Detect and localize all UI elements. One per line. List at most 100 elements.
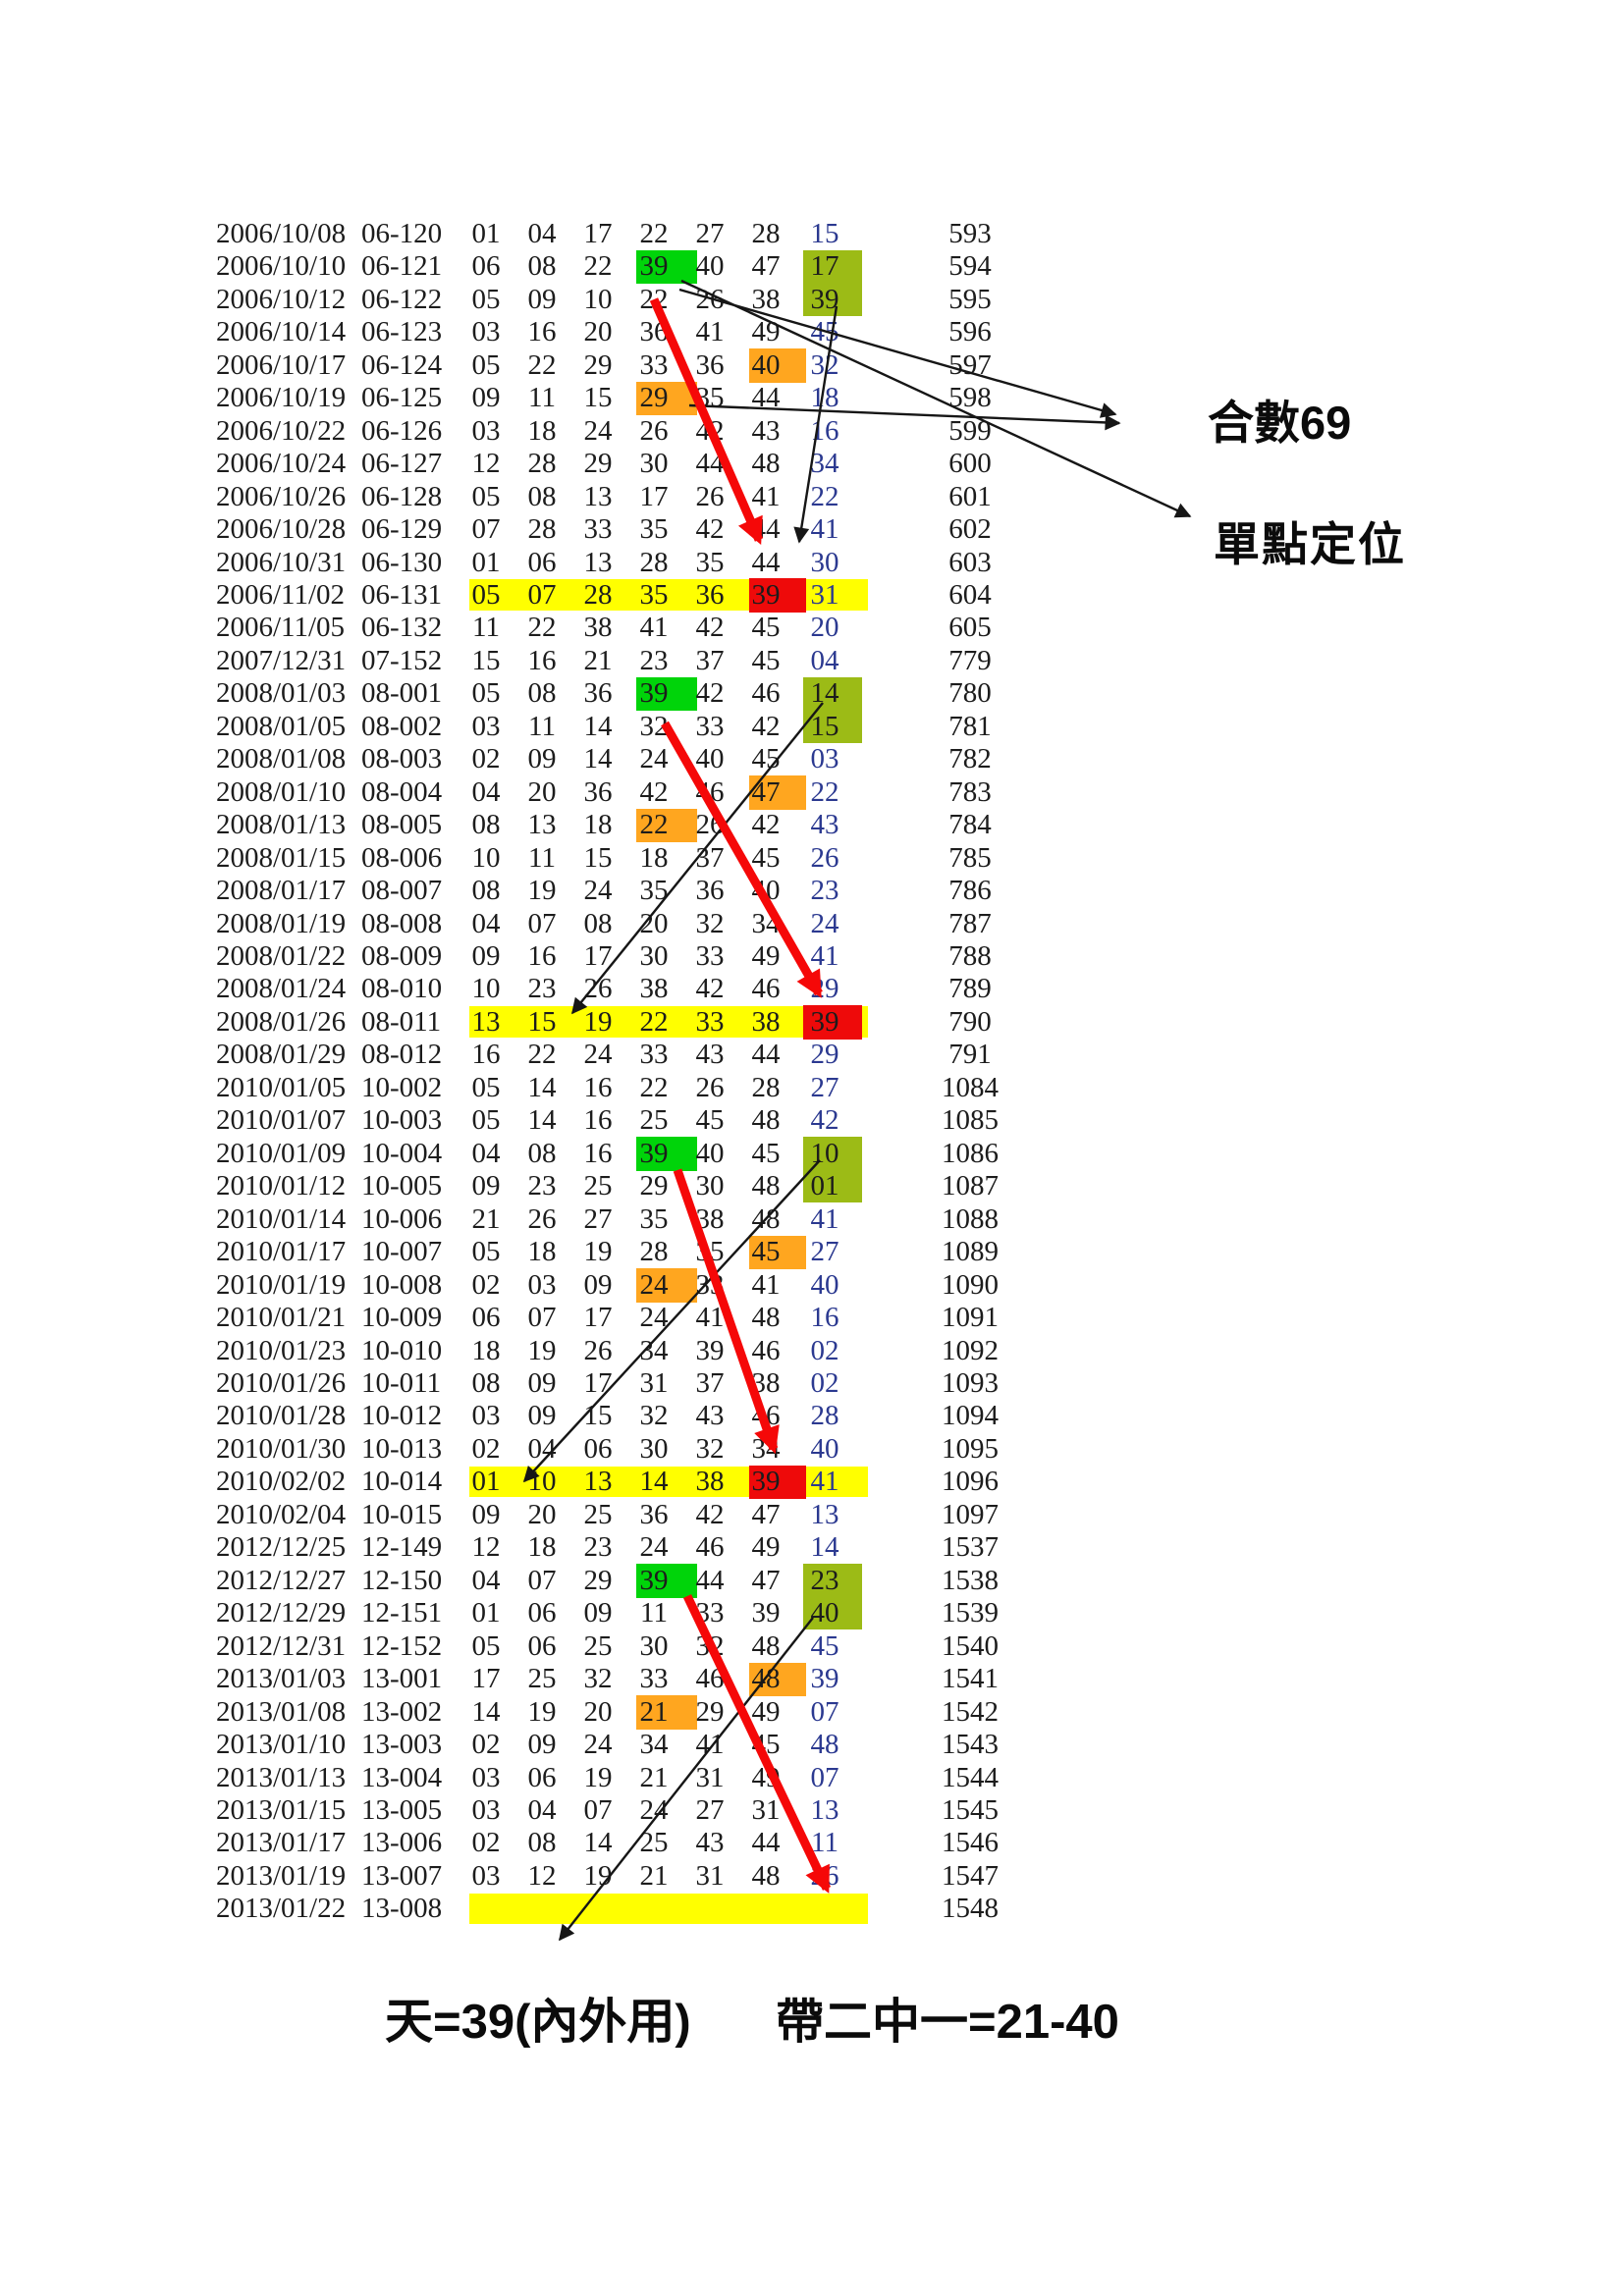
num-cell: 29	[695, 1695, 725, 1728]
num-cell: 19	[527, 1334, 557, 1366]
num-cell: 48	[751, 1302, 781, 1334]
draw-number-cell: 08-003	[361, 743, 443, 775]
draw-number-cell: 10-015	[361, 1498, 443, 1530]
date-cell: 2008/01/10	[216, 775, 347, 808]
date-cell: 2013/01/17	[216, 1827, 347, 1859]
num-cell: 15	[810, 710, 839, 742]
num-cell: 12	[471, 1531, 501, 1564]
num-cell: 43	[751, 414, 781, 447]
num-cell: 06	[471, 250, 501, 283]
num-cell: 38	[751, 1005, 781, 1038]
date-cell: 2010/01/12	[216, 1170, 347, 1202]
green-highlight-cell	[636, 1564, 697, 1598]
num-cell: 01	[471, 217, 501, 249]
num-cell: 44	[695, 1564, 725, 1596]
num-cell: 44	[751, 546, 781, 578]
num-cell: 15	[810, 217, 839, 249]
num-cell: 08	[527, 677, 557, 710]
num-cell: 28	[583, 578, 613, 611]
num-cell: 17	[583, 1302, 613, 1334]
bottom-formula-left: 天=39(內外用)	[385, 1996, 691, 2049]
num-cell: 36	[639, 316, 669, 348]
num-cell: 39	[810, 283, 839, 315]
num-cell: 33	[695, 940, 725, 973]
num-cell: 41	[695, 1302, 725, 1334]
num-cell: 39	[695, 1334, 725, 1366]
num-cell: 40	[810, 1268, 839, 1301]
num-cell: 35	[695, 546, 725, 578]
num-cell: 45	[810, 316, 839, 348]
num-cell: 26	[810, 841, 839, 874]
num-cell: 42	[695, 513, 725, 546]
date-cell: 2010/01/19	[216, 1268, 347, 1301]
num-cell: 10	[583, 283, 613, 315]
num-cell: 32	[695, 1629, 725, 1662]
num-cell: 18	[527, 414, 557, 447]
sequence-cell: 791	[948, 1039, 992, 1071]
num-cell: 20	[639, 907, 669, 939]
num-cell: 01	[471, 1466, 501, 1498]
date-cell: 2013/01/13	[216, 1761, 347, 1793]
date-cell: 2010/01/17	[216, 1236, 347, 1268]
num-cell: 39	[639, 1137, 669, 1169]
num-cell: 22	[810, 775, 839, 808]
num-cell: 05	[471, 578, 501, 611]
num-cell: 29	[583, 348, 613, 381]
num-cell: 07	[527, 907, 557, 939]
num-cell: 02	[471, 1729, 501, 1761]
num-cell: 30	[695, 1170, 725, 1202]
date-cell: 2008/01/29	[216, 1039, 347, 1071]
num-cell: 10	[810, 1137, 839, 1169]
num-cell: 42	[751, 710, 781, 742]
num-cell: 41	[695, 1729, 725, 1761]
sequence-cell: 601	[948, 480, 992, 512]
date-cell: 2010/01/07	[216, 1104, 347, 1137]
num-cell: 03	[471, 1859, 501, 1892]
num-cell: 45	[751, 841, 781, 874]
draw-number-cell: 13-005	[361, 1793, 443, 1826]
num-cell: 45	[751, 612, 781, 644]
num-cell: 39	[639, 1564, 669, 1596]
num-cell: 46	[695, 1663, 725, 1695]
draw-number-cell: 06-131	[361, 578, 443, 611]
date-cell: 2006/10/26	[216, 480, 347, 512]
num-cell: 16	[810, 1302, 839, 1334]
num-cell: 40	[695, 743, 725, 775]
num-cell: 14	[527, 1104, 557, 1137]
num-cell: 41	[751, 480, 781, 512]
num-cell: 07	[810, 1695, 839, 1728]
num-cell: 41	[695, 316, 725, 348]
draw-number-cell: 06-122	[361, 283, 443, 315]
sequence-cell: 1544	[942, 1761, 999, 1793]
num-cell: 32	[695, 1432, 725, 1465]
num-cell: 38	[751, 1367, 781, 1399]
num-cell: 25	[583, 1170, 613, 1202]
num-cell: 31	[695, 1859, 725, 1892]
num-cell: 43	[695, 1039, 725, 1071]
num-cell: 33	[695, 1005, 725, 1038]
num-cell: 43	[695, 1400, 725, 1432]
date-cell: 2006/10/31	[216, 546, 347, 578]
num-cell: 40	[751, 875, 781, 907]
num-cell: 14	[810, 677, 839, 710]
draw-number-cell: 06-123	[361, 316, 443, 348]
num-cell: 05	[471, 348, 501, 381]
draw-number-cell: 08-010	[361, 973, 443, 1005]
num-cell: 05	[471, 1104, 501, 1137]
date-cell: 2010/01/23	[216, 1334, 347, 1366]
num-cell: 42	[810, 1104, 839, 1137]
num-cell: 17	[583, 940, 613, 973]
num-cell: 35	[639, 513, 669, 546]
sequence-cell: 605	[948, 612, 992, 644]
num-cell: 15	[471, 644, 501, 676]
sequence-cell: 1545	[942, 1793, 999, 1826]
num-cell: 48	[751, 1859, 781, 1892]
sequence-cell: 1096	[942, 1466, 999, 1498]
num-cell: 49	[751, 316, 781, 348]
date-cell: 2006/10/12	[216, 283, 347, 315]
draw-number-cell: 13-004	[361, 1761, 443, 1793]
sequence-cell: 1539	[942, 1597, 999, 1629]
sequence-cell: 1087	[942, 1170, 999, 1202]
draw-number-cell: 13-008	[361, 1893, 443, 1925]
num-cell: 17	[471, 1663, 501, 1695]
